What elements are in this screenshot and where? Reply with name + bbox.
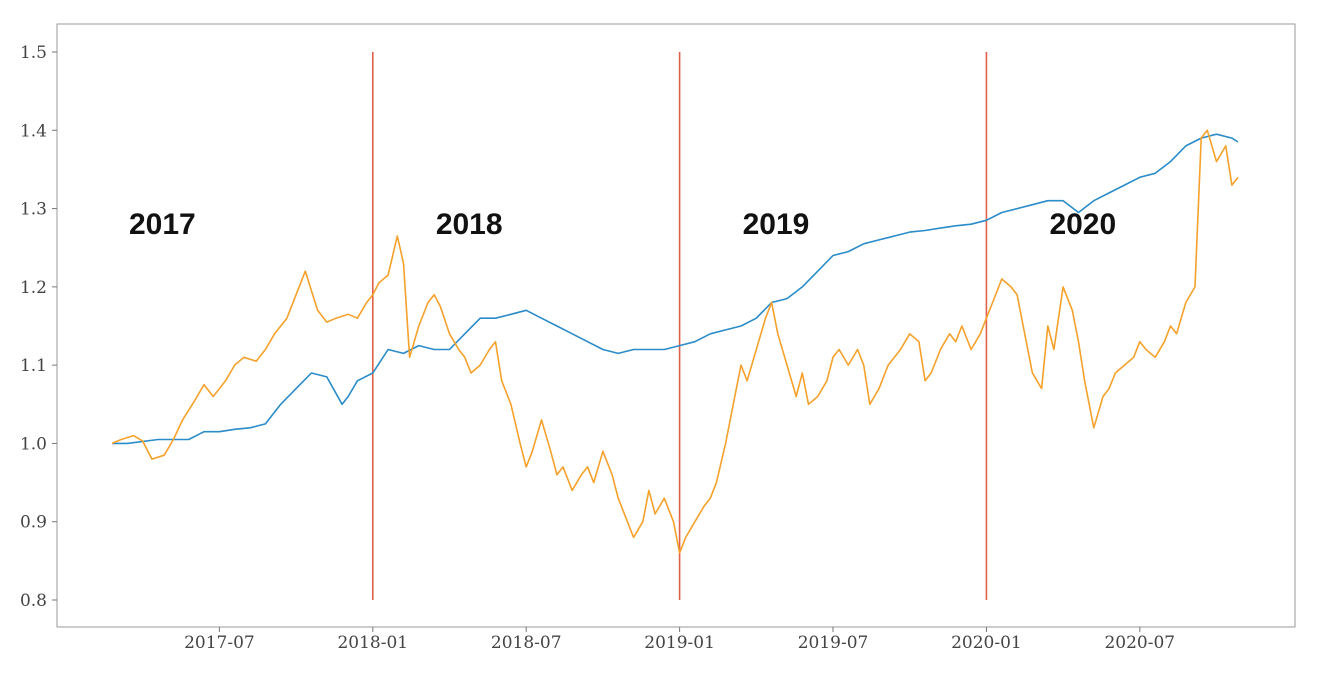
x-tick-label: 2019-07 (798, 633, 869, 653)
x-tick-label: 2018-01 (337, 633, 408, 653)
x-tick-label: 2020-01 (951, 633, 1022, 653)
year-dividers (371, 52, 988, 600)
y-tick-label: 0.8 (20, 591, 47, 611)
y-axis: 0.8 0.9 1.0 1.1 1.2 1.3 1.4 1.5 (20, 43, 57, 611)
x-tick-label: 2017-07 (184, 633, 255, 653)
series-lines (111, 129, 1239, 554)
y-tick-label: 0.9 (20, 513, 47, 533)
year-label: 2020 (1049, 208, 1116, 241)
y-tick-label: 1.4 (20, 121, 47, 141)
series-line-blue (112, 133, 1239, 445)
year-labels: 2017 2018 2019 2020 (129, 208, 1116, 241)
x-tick-label: 2019-01 (644, 633, 715, 653)
plot-frame (56, 23, 1296, 628)
y-tick-label: 1.0 (20, 434, 47, 454)
y-tick-label: 1.5 (20, 43, 47, 63)
y-tick-label: 1.1 (20, 356, 47, 376)
x-tick-label: 2018-07 (491, 633, 562, 653)
series-line-orange (111, 129, 1239, 554)
year-label: 2017 (129, 208, 196, 241)
x-tick-label: 2020-07 (1104, 633, 1175, 653)
y-tick-label: 1.2 (20, 278, 47, 298)
year-label: 2019 (743, 208, 810, 241)
year-label: 2018 (436, 208, 503, 241)
y-tick-label: 1.3 (20, 200, 47, 220)
x-axis: 2017-07 2018-01 2018-07 2019-01 2019-07 2020-… (184, 627, 1175, 653)
